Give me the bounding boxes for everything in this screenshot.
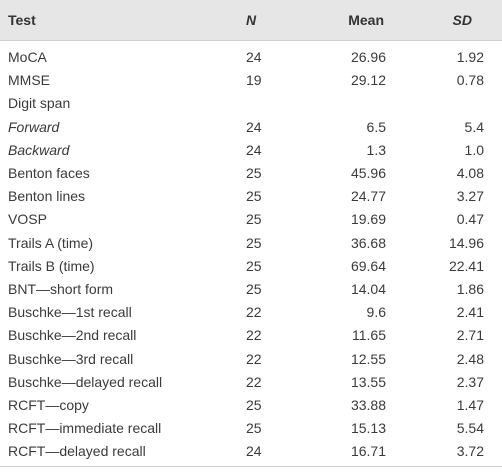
cell-value: 1.86 (456, 281, 484, 297)
cell-value: 26.96 (350, 49, 386, 65)
row-label: Forward (8, 118, 60, 135)
cell-value: 12.55 (350, 350, 386, 367)
cell-value: 22 (246, 373, 262, 390)
row-label: Buschke—3rd recall (8, 350, 134, 367)
cell-value: 3.72 (456, 443, 484, 460)
cell-value: 22.41 (448, 257, 484, 274)
row-label: MMSE (8, 72, 50, 89)
cell-value: 25 (246, 211, 262, 228)
cell-value: 14.96 (448, 234, 484, 251)
row-label: Trails B (time) (8, 257, 95, 274)
cell-value: 5.54 (456, 420, 484, 437)
cell-value: 1.3 (366, 141, 386, 158)
cell-value: 19.69 (350, 211, 386, 228)
cell-value: 69.64 (350, 257, 386, 274)
cell-value: 2.41 (456, 304, 484, 321)
cell-value: 25 (246, 420, 262, 437)
cell-value: 1.0 (464, 141, 484, 158)
cell-value: 2.37 (456, 373, 484, 390)
cell-value: 4.08 (456, 165, 484, 181)
cell-value: 25 (246, 234, 262, 251)
cell-value: 13.55 (350, 373, 386, 390)
row-label: RCFT—immediate recall (8, 420, 162, 437)
cell-value: 24.77 (350, 188, 386, 205)
cell-value: 25 (246, 188, 262, 205)
cell-value: 25 (246, 397, 262, 413)
row-label: RCFT—copy (8, 397, 89, 413)
row-label: Benton faces (8, 165, 90, 181)
cell-value: 11.65 (352, 327, 386, 344)
cell-value: 2.48 (456, 350, 484, 367)
row-label: Digit span (8, 95, 71, 112)
cell-value: 1.47 (456, 397, 484, 413)
cell-value: 22 (246, 304, 262, 321)
cell-value: 24 (246, 141, 262, 158)
cell-value: 19 (246, 72, 262, 89)
cell-value: 5.4 (464, 118, 484, 135)
cell-value: 33.88 (350, 397, 386, 413)
header-cell: Test (8, 12, 36, 28)
cell-value: 24 (246, 443, 262, 460)
row-label: Trails A (time) (8, 234, 94, 251)
header-cell: N (246, 12, 257, 28)
cell-value: 25 (246, 281, 262, 297)
cell-value: 16.71 (350, 443, 386, 460)
cell-value: 0.47 (456, 211, 484, 228)
cell-value: 25 (246, 257, 262, 274)
cell-value: 29.12 (350, 72, 386, 89)
cell-value: 22 (246, 350, 262, 367)
row-label: Backward (8, 141, 70, 158)
cell-value: 15.13 (350, 420, 386, 437)
row-label: RCFT—delayed recall (8, 443, 146, 460)
cell-value: 22 (246, 327, 262, 344)
header-cell: SD (452, 12, 472, 28)
header-cell: Mean (348, 12, 384, 28)
cell-value: 14.04 (350, 281, 386, 297)
cell-value: 2.71 (456, 327, 484, 344)
cell-value: 1.92 (456, 49, 484, 65)
cell-value: 25 (246, 165, 262, 181)
row-label: VOSP (8, 211, 47, 228)
row-label: Buschke—2nd recall (8, 327, 137, 344)
row-label: Buschke—1st recall (8, 304, 132, 321)
header-row: Test N Mean SD (0, 0, 502, 41)
cell-value: 3.27 (456, 188, 484, 205)
row-label: Buschke—delayed recall (8, 373, 163, 390)
cell-value: 24 (246, 118, 262, 135)
cell-value: 24 (246, 49, 262, 65)
cell-value: 9.6 (366, 304, 386, 321)
bottom-rule (0, 466, 502, 467)
row-label: BNT—short form (8, 281, 114, 297)
cell-value: 6.5 (366, 118, 386, 135)
cell-value: 0.78 (456, 72, 484, 89)
cell-value: 45.96 (350, 165, 386, 181)
row-label: Benton lines (8, 188, 86, 205)
cell-value: 36.68 (350, 234, 386, 251)
row-label: MoCA (8, 49, 47, 65)
